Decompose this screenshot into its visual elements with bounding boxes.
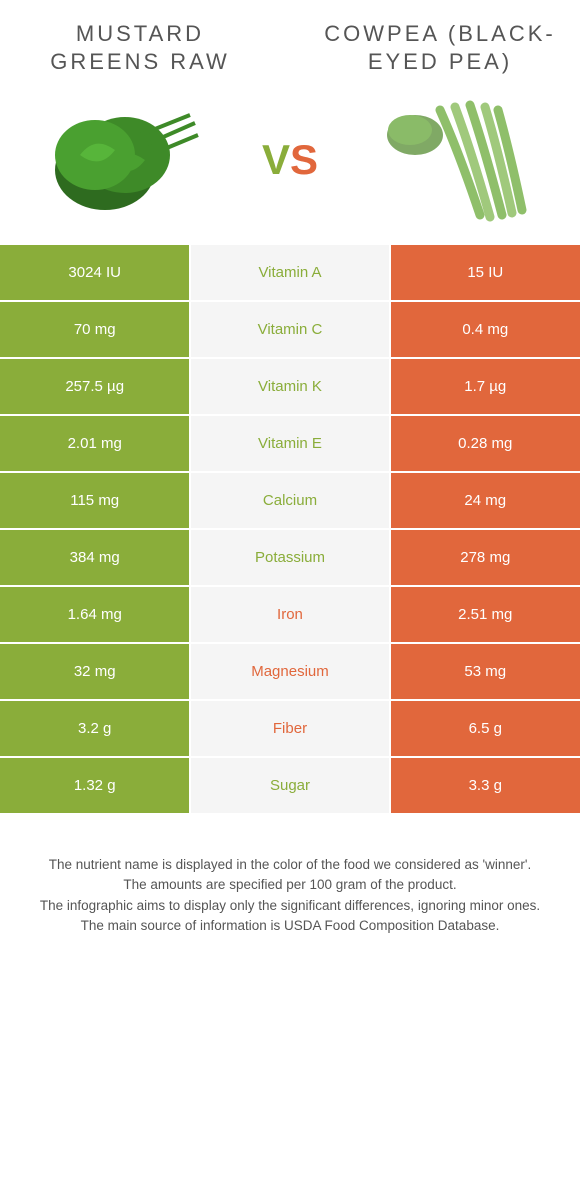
cell-nutrient-name: Vitamin C xyxy=(191,302,388,357)
vs-label: VS xyxy=(262,139,318,181)
cell-left-value: 257.5 µg xyxy=(0,359,191,414)
cell-nutrient-name: Vitamin A xyxy=(191,245,388,300)
food-right-title: COWPEA (BLACK-EYED PEA) xyxy=(320,20,560,75)
table-row: 257.5 µgVitamin K1.7 µg xyxy=(0,359,580,416)
cell-right-value: 0.4 mg xyxy=(389,302,580,357)
footer-line: The main source of information is USDA F… xyxy=(30,916,550,936)
cell-left-value: 70 mg xyxy=(0,302,191,357)
images-row: VS xyxy=(0,85,580,245)
nutrient-table: 3024 IUVitamin A15 IU70 mgVitamin C0.4 m… xyxy=(0,245,580,815)
table-row: 3.2 gFiber6.5 g xyxy=(0,701,580,758)
cell-left-value: 1.64 mg xyxy=(0,587,191,642)
footer-notes: The nutrient name is displayed in the co… xyxy=(0,815,580,966)
table-row: 1.32 gSugar3.3 g xyxy=(0,758,580,815)
table-row: 2.01 mgVitamin E0.28 mg xyxy=(0,416,580,473)
cell-nutrient-name: Vitamin K xyxy=(191,359,388,414)
footer-line: The nutrient name is displayed in the co… xyxy=(30,855,550,875)
cell-left-value: 3024 IU xyxy=(0,245,191,300)
table-row: 384 mgPotassium278 mg xyxy=(0,530,580,587)
cell-right-value: 2.51 mg xyxy=(389,587,580,642)
cell-right-value: 24 mg xyxy=(389,473,580,528)
cell-right-value: 6.5 g xyxy=(389,701,580,756)
cell-nutrient-name: Potassium xyxy=(191,530,388,585)
cell-right-value: 0.28 mg xyxy=(389,416,580,471)
cell-nutrient-name: Magnesium xyxy=(191,644,388,699)
table-row: 1.64 mgIron2.51 mg xyxy=(0,587,580,644)
table-row: 32 mgMagnesium53 mg xyxy=(0,644,580,701)
cell-right-value: 1.7 µg xyxy=(389,359,580,414)
cell-left-value: 384 mg xyxy=(0,530,191,585)
cell-nutrient-name: Sugar xyxy=(191,758,388,813)
cell-nutrient-name: Vitamin E xyxy=(191,416,388,471)
cowpea-image xyxy=(370,95,540,225)
cell-left-value: 115 mg xyxy=(0,473,191,528)
cell-right-value: 3.3 g xyxy=(389,758,580,813)
cell-nutrient-name: Iron xyxy=(191,587,388,642)
cell-right-value: 53 mg xyxy=(389,644,580,699)
table-row: 3024 IUVitamin A15 IU xyxy=(0,245,580,302)
cell-left-value: 3.2 g xyxy=(0,701,191,756)
table-row: 115 mgCalcium24 mg xyxy=(0,473,580,530)
footer-line: The infographic aims to display only the… xyxy=(30,896,550,916)
mustard-greens-image xyxy=(40,95,210,225)
cell-left-value: 2.01 mg xyxy=(0,416,191,471)
table-row: 70 mgVitamin C0.4 mg xyxy=(0,302,580,359)
header: MUSTARD GREENS RAW COWPEA (BLACK-EYED PE… xyxy=(0,0,580,85)
cell-nutrient-name: Fiber xyxy=(191,701,388,756)
cell-right-value: 15 IU xyxy=(389,245,580,300)
footer-line: The amounts are specified per 100 gram o… xyxy=(30,875,550,895)
cell-nutrient-name: Calcium xyxy=(191,473,388,528)
cell-left-value: 1.32 g xyxy=(0,758,191,813)
cell-right-value: 278 mg xyxy=(389,530,580,585)
cell-left-value: 32 mg xyxy=(0,644,191,699)
food-left-title: MUSTARD GREENS RAW xyxy=(20,20,260,75)
